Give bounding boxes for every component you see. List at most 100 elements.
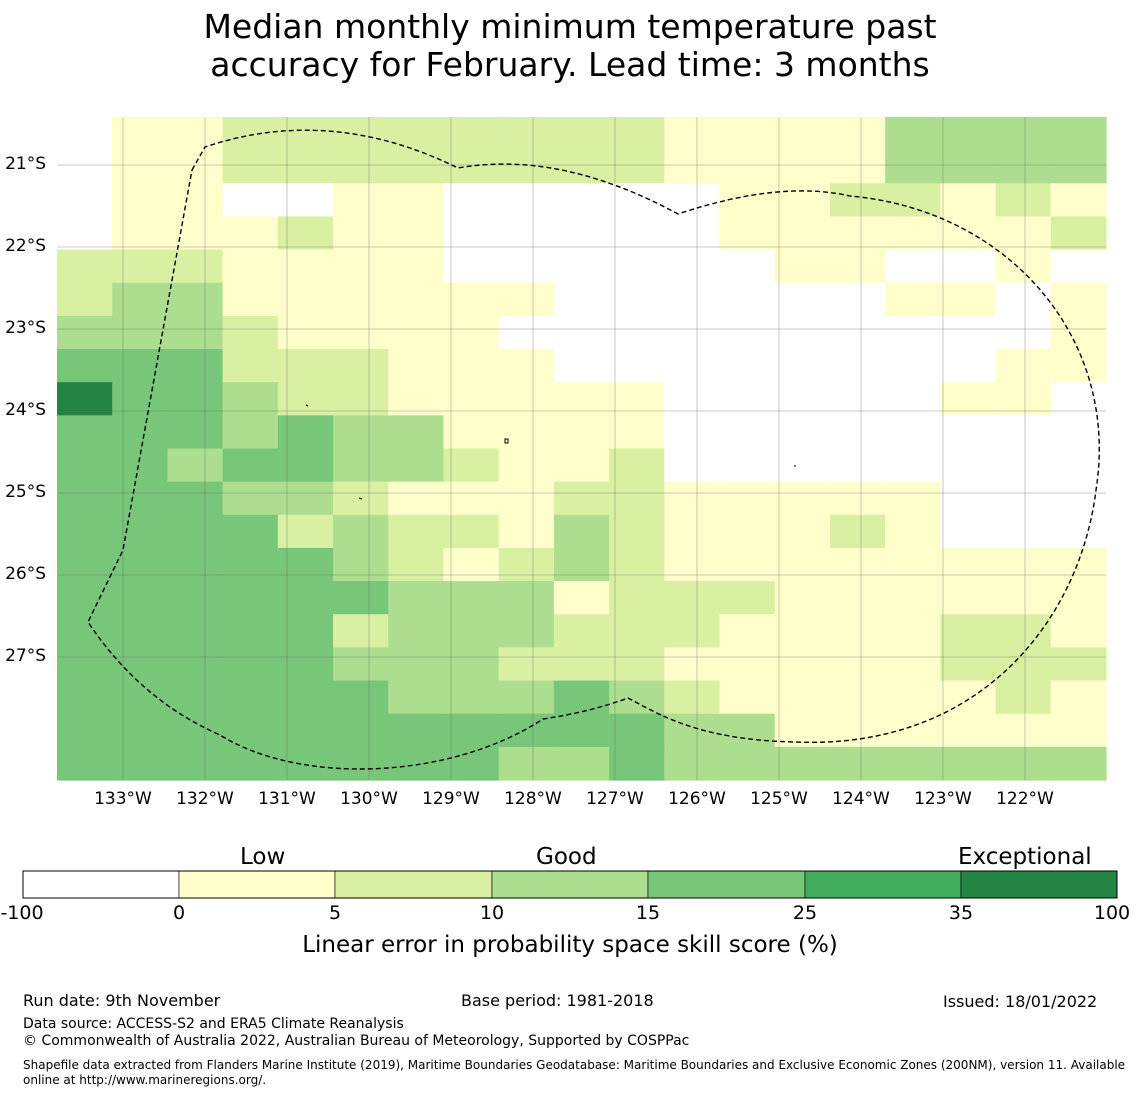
grid-cell: [443, 481, 500, 516]
grid-cell: [774, 415, 831, 450]
grid-cell: [885, 481, 941, 516]
copyright: © Commonwealth of Australia 2022, Austra…: [23, 1033, 690, 1049]
grid-cell: [443, 117, 500, 151]
grid-cell: [57, 614, 113, 648]
grid-cell: [112, 150, 169, 184]
grid-cell: [609, 514, 665, 549]
grid-cell: [498, 249, 555, 284]
grid-cell: [222, 415, 279, 450]
grid-cell: [277, 547, 334, 582]
grid-cell: [940, 150, 997, 184]
grid-cell: [829, 382, 886, 416]
grid-cell: [829, 514, 886, 549]
grid-cell: [829, 150, 886, 184]
grid-cell: [222, 249, 279, 284]
grid-cell: [167, 216, 224, 251]
grid-cell: [829, 349, 886, 383]
grid-cell: [443, 349, 500, 383]
grid-cell: [664, 382, 721, 416]
grid-cell: [885, 282, 941, 317]
grid-cell: [829, 216, 886, 251]
grid-cell: [388, 150, 445, 184]
grid-cell: [609, 150, 665, 184]
colorbar-segment: [647, 870, 806, 899]
grid-cell: [609, 614, 665, 648]
grid-cell: [112, 382, 169, 416]
grid-cell: [167, 746, 224, 781]
grid-cell: [222, 713, 279, 748]
grid-cell: [333, 647, 389, 682]
grid-cell: [885, 117, 941, 151]
grid-cell: [112, 448, 169, 483]
grid-cell: [553, 282, 610, 317]
grid-cell: [498, 415, 555, 450]
colorbar-tick: 25: [792, 902, 818, 924]
colorbar-segment: [22, 870, 180, 899]
grid-cell: [277, 183, 334, 218]
category-good: Good: [536, 844, 597, 870]
grid-cell: [829, 117, 886, 151]
grid-cell: [388, 183, 445, 218]
grid-cell: [553, 117, 610, 151]
grid-cell: [112, 680, 169, 715]
grid-cell: [664, 481, 721, 516]
grid-cell: [664, 249, 721, 284]
grid-cell: [719, 282, 776, 317]
grid-cell: [222, 349, 279, 383]
grid-cell: [719, 382, 776, 416]
lon-label-128w: 128°W: [504, 789, 562, 809]
grid-cell: [553, 514, 610, 549]
grid-cell: [774, 216, 831, 251]
grid-cell: [388, 581, 445, 615]
colorbar: [22, 870, 1118, 899]
grid-cell: [995, 382, 1052, 416]
grid-cell: [774, 581, 831, 615]
grid-cell: [1050, 547, 1107, 582]
grid-cell: [498, 448, 555, 483]
grid-cell: [940, 647, 997, 682]
lat-label-25s: 25°S: [5, 482, 46, 502]
grid-cell: [940, 581, 997, 615]
grid-cell: [774, 117, 831, 151]
grid-cell: [609, 713, 665, 748]
grid-cell: [57, 249, 113, 284]
base-period: Base period: 1981-2018: [461, 991, 654, 1010]
grid-cell: [829, 315, 886, 350]
grid-cell: [222, 150, 279, 184]
colorbar-title: Linear error in probability space skill …: [302, 932, 838, 958]
colorbar-tick: 10: [479, 902, 505, 924]
grid-cell: [57, 183, 113, 218]
grid-cell: [167, 581, 224, 615]
grid-cell: [333, 415, 389, 450]
grid-cell: [167, 713, 224, 748]
grid-cell: [222, 448, 279, 483]
grid-cell: [443, 382, 500, 416]
grid-cell: [388, 647, 445, 682]
grid-cell: [222, 315, 279, 350]
grid-cell: [112, 282, 169, 317]
grid-cell: [1050, 183, 1107, 218]
grid-cell: [940, 282, 997, 317]
grid-cell: [167, 117, 224, 151]
grid-cell: [885, 614, 941, 648]
grid-cell: [719, 415, 776, 450]
grid-cell: [940, 315, 997, 350]
grid-cell: [112, 581, 169, 615]
grid-cell: [167, 150, 224, 184]
grid-cell: [222, 614, 279, 648]
grid-cell: [112, 481, 169, 516]
grid-cell: [333, 315, 389, 350]
grid-cell: [277, 746, 334, 781]
grid-cell: [1050, 581, 1107, 615]
grid-cell: [443, 150, 500, 184]
grid-cell: [1050, 282, 1107, 317]
shapefile-credit-line-1: Shapefile data extracted from Flanders M…: [23, 1058, 1126, 1072]
lon-label-126w: 126°W: [668, 789, 726, 809]
grid-cell: [167, 315, 224, 350]
grid-cell: [57, 746, 113, 781]
grid-cell: [57, 415, 113, 450]
grid-cell: [277, 647, 334, 682]
grid-cell: [940, 249, 997, 284]
grid-cell: [940, 183, 997, 218]
